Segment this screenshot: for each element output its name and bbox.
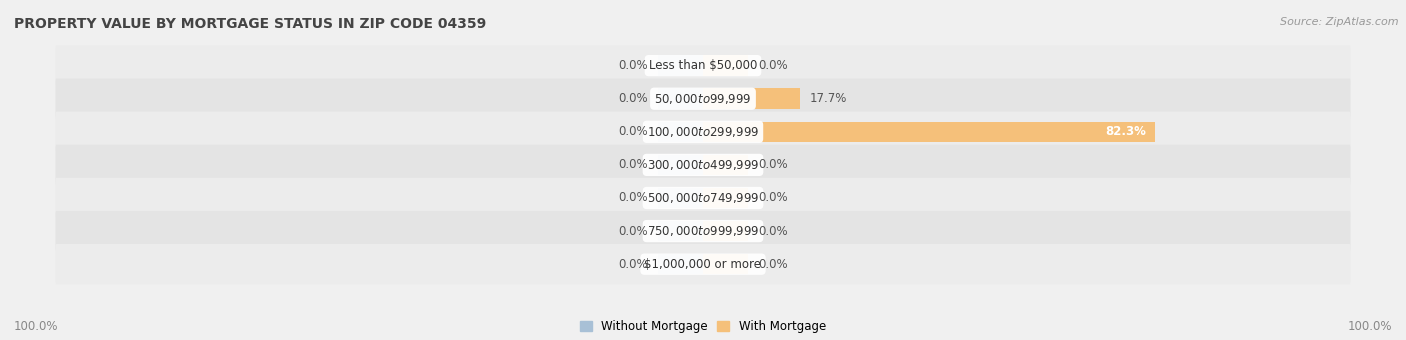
Text: 82.3%: 82.3% bbox=[1105, 125, 1146, 138]
Text: $1,000,000 or more: $1,000,000 or more bbox=[644, 258, 762, 271]
Text: $100,000 to $299,999: $100,000 to $299,999 bbox=[647, 125, 759, 139]
FancyBboxPatch shape bbox=[55, 145, 1351, 185]
Bar bbox=[658, 188, 703, 208]
Text: 100.0%: 100.0% bbox=[14, 320, 59, 333]
Bar bbox=[703, 55, 748, 76]
Text: Less than $50,000: Less than $50,000 bbox=[648, 59, 758, 72]
Text: 0.0%: 0.0% bbox=[619, 191, 648, 204]
Bar bbox=[658, 88, 703, 109]
Bar bbox=[703, 121, 1156, 142]
FancyBboxPatch shape bbox=[55, 211, 1351, 251]
Text: 100.0%: 100.0% bbox=[1347, 320, 1392, 333]
Text: $50,000 to $99,999: $50,000 to $99,999 bbox=[654, 92, 752, 106]
Text: $300,000 to $499,999: $300,000 to $499,999 bbox=[647, 158, 759, 172]
Text: 0.0%: 0.0% bbox=[758, 59, 787, 72]
FancyBboxPatch shape bbox=[55, 46, 1351, 86]
Text: Source: ZipAtlas.com: Source: ZipAtlas.com bbox=[1281, 17, 1399, 27]
FancyBboxPatch shape bbox=[55, 244, 1351, 284]
Text: 0.0%: 0.0% bbox=[758, 191, 787, 204]
Text: 0.0%: 0.0% bbox=[758, 258, 787, 271]
Text: 0.0%: 0.0% bbox=[619, 125, 648, 138]
Text: $500,000 to $749,999: $500,000 to $749,999 bbox=[647, 191, 759, 205]
Bar bbox=[658, 221, 703, 241]
Text: 0.0%: 0.0% bbox=[758, 158, 787, 171]
Text: PROPERTY VALUE BY MORTGAGE STATUS IN ZIP CODE 04359: PROPERTY VALUE BY MORTGAGE STATUS IN ZIP… bbox=[14, 17, 486, 31]
FancyBboxPatch shape bbox=[55, 79, 1351, 119]
FancyBboxPatch shape bbox=[55, 178, 1351, 218]
Bar bbox=[658, 254, 703, 274]
Bar bbox=[703, 188, 748, 208]
Text: $750,000 to $999,999: $750,000 to $999,999 bbox=[647, 224, 759, 238]
Text: 0.0%: 0.0% bbox=[619, 225, 648, 238]
Bar bbox=[658, 121, 703, 142]
Bar bbox=[658, 55, 703, 76]
Bar bbox=[658, 155, 703, 175]
Text: 0.0%: 0.0% bbox=[619, 258, 648, 271]
Text: 0.0%: 0.0% bbox=[619, 158, 648, 171]
Text: 0.0%: 0.0% bbox=[619, 59, 648, 72]
Text: 0.0%: 0.0% bbox=[758, 225, 787, 238]
Bar bbox=[703, 254, 748, 274]
Bar bbox=[703, 88, 800, 109]
Bar bbox=[703, 221, 748, 241]
Text: 0.0%: 0.0% bbox=[619, 92, 648, 105]
FancyBboxPatch shape bbox=[55, 112, 1351, 152]
Text: 17.7%: 17.7% bbox=[810, 92, 848, 105]
Legend: Without Mortgage, With Mortgage: Without Mortgage, With Mortgage bbox=[575, 315, 831, 338]
Bar bbox=[703, 155, 748, 175]
